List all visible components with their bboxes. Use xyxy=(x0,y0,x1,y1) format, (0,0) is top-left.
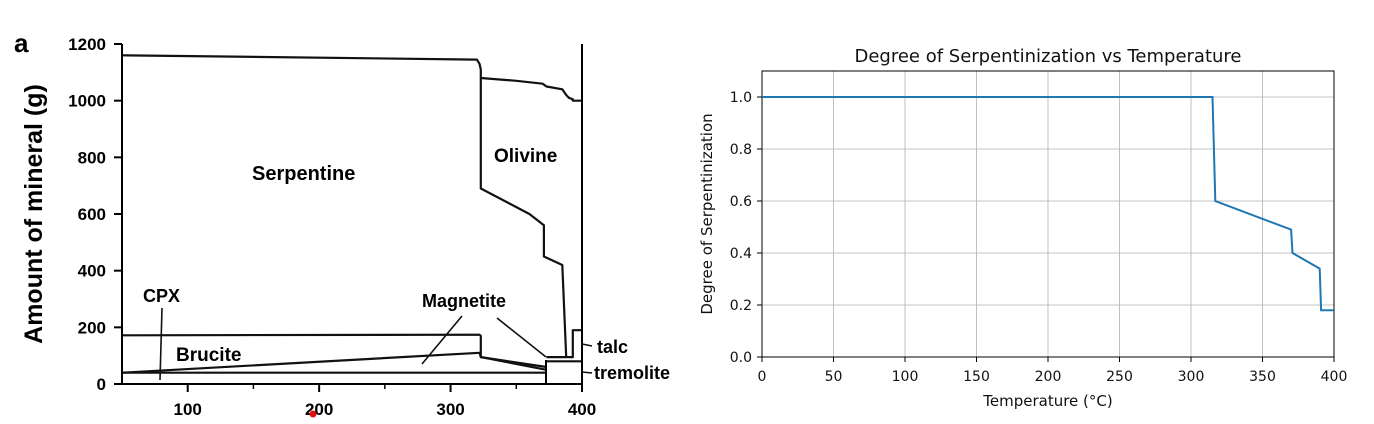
mineral-boundaries xyxy=(121,54,582,374)
label-leader-line xyxy=(159,307,163,381)
right-x-tick-label: 350 xyxy=(1249,369,1276,385)
chart-title: Degree of Serpentinization vs Temperatur… xyxy=(854,46,1241,67)
right-y-tick-label: 0.4 xyxy=(730,246,752,262)
label-leader-line xyxy=(421,315,463,365)
serpentine-boundary xyxy=(121,54,568,358)
left-y-tick-label: 800 xyxy=(78,148,106,167)
left-y-tick-label: 400 xyxy=(78,262,106,281)
left-x-tick-label: 100 xyxy=(174,400,202,419)
phase-diagram-panel: a Amount of mineral (g) 0 200 400 600 800 100… xyxy=(14,28,670,419)
magnetite-boundary xyxy=(121,351,547,374)
right-y-axis-label: Degree of Serpentinization xyxy=(698,113,716,314)
left-y-tick-label: 1000 xyxy=(68,92,106,111)
right-x-tick-label: 0 xyxy=(758,369,767,385)
plot-frame xyxy=(761,70,1335,358)
right-y-tick-label: 0.2 xyxy=(730,298,752,314)
olivine-boundary xyxy=(480,76,582,102)
region-label-tremolite: tremolite xyxy=(594,363,670,383)
serpentinization-chart-panel: Degree of Serpentinization vs Temperatur… xyxy=(698,46,1347,410)
label-leader-line xyxy=(581,371,593,374)
region-label-olivine: Olivine xyxy=(494,146,557,167)
left-y-tick-label: 1200 xyxy=(68,35,106,54)
label-leader-line xyxy=(496,317,547,358)
region-labels: Serpentine Olivine Brucite CPX Magnetite talc… xyxy=(143,146,670,383)
left-x-tick-label: 300 xyxy=(436,400,464,419)
right-x-tick-label: 200 xyxy=(1035,369,1062,385)
talc-boundary xyxy=(546,329,582,359)
right-x-tick-label: 100 xyxy=(892,369,919,385)
right-x-tick-label: 50 xyxy=(825,369,843,385)
right-y-tick-label: 0.0 xyxy=(730,350,752,366)
right-x-axis-label: Temperature (°C) xyxy=(982,392,1112,410)
right-y-tick-label: 1.0 xyxy=(730,90,752,106)
region-label-cpx: CPX xyxy=(143,286,180,306)
region-label-brucite: Brucite xyxy=(176,345,241,366)
left-x-tick-label: 400 xyxy=(568,400,596,419)
right-y-tick-label: 0.8 xyxy=(730,142,752,158)
left-axis-ticks: 0 200 400 600 800 1000 1200 100 200 300 400 xyxy=(68,35,596,419)
region-label-serpentine: Serpentine xyxy=(252,163,355,185)
serpentinization-line xyxy=(762,96,1334,312)
right-x-tick-label: 150 xyxy=(963,369,990,385)
right-x-tick-label: 300 xyxy=(1178,369,1205,385)
panel-label: a xyxy=(14,28,29,58)
right-x-tick-label: 400 xyxy=(1321,369,1348,385)
red-marker xyxy=(309,410,317,418)
right-axis-ticks: 0 50 100 150 200 250 300 350 400 0.0 0.2 0.4 0.6 0.8 1… xyxy=(730,90,1348,385)
right-x-tick-label: 250 xyxy=(1106,369,1133,385)
label-leader-line xyxy=(581,343,593,347)
left-y-tick-label: 600 xyxy=(78,205,106,224)
left-y-tick-label: 0 xyxy=(97,375,106,394)
region-label-talc: talc xyxy=(597,337,628,357)
left-x-tick-label: 200 xyxy=(305,400,333,419)
right-y-tick-label: 0.6 xyxy=(730,194,752,210)
region-label-magnetite: Magnetite xyxy=(422,291,506,311)
left-y-tick-label: 200 xyxy=(78,318,106,337)
left-y-axis-label: Amount of mineral (g) xyxy=(20,84,48,344)
